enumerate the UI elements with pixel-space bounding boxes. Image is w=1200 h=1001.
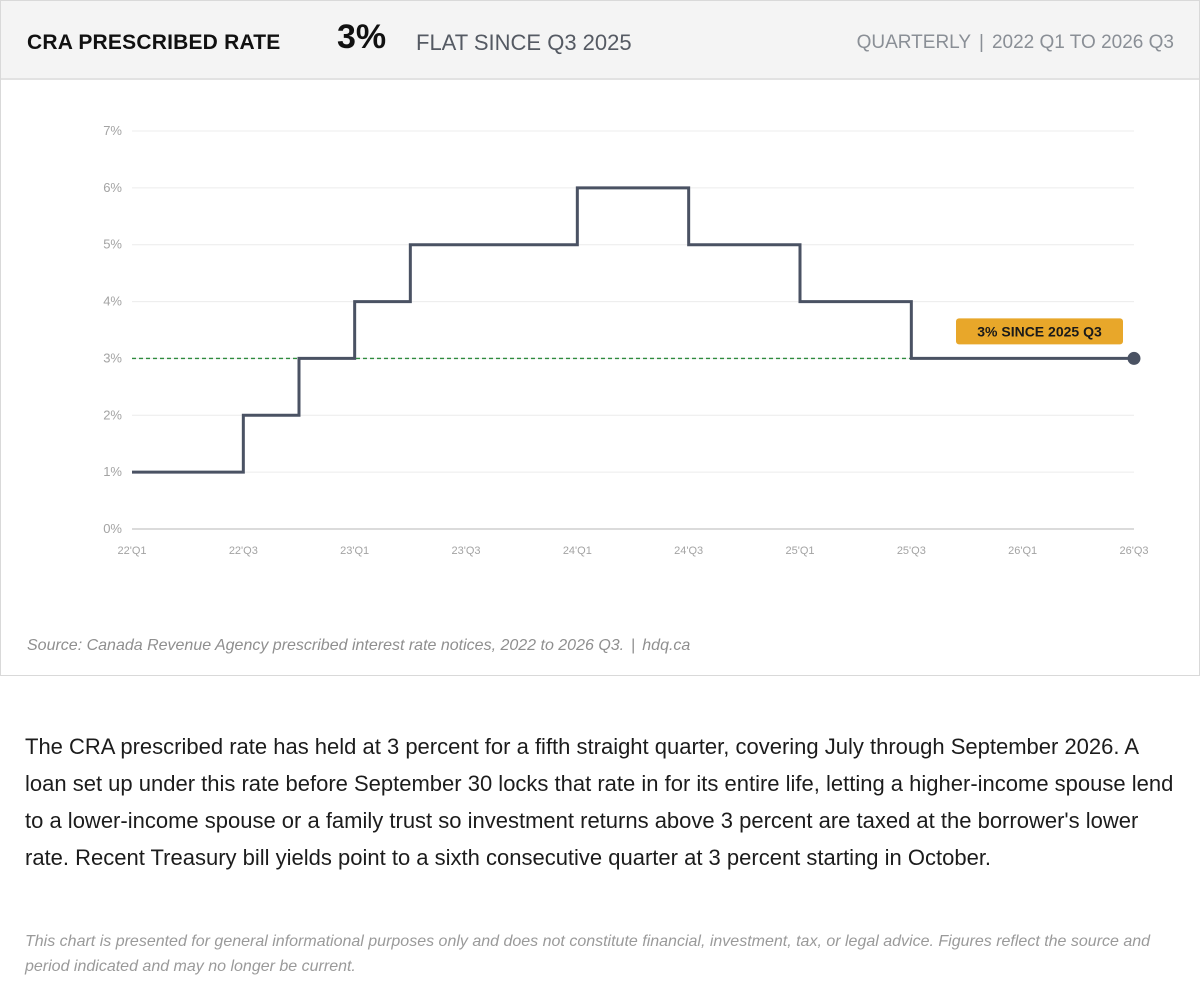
- period-info: QUARTERLY | 2022 Q1 TO 2026 Q3: [857, 32, 1174, 54]
- annotation-badge: 3% SINCE 2025 Q3: [956, 318, 1123, 345]
- x-axis-ticks: 22'Q1 22'Q3 23'Q1 23'Q3 24'Q1 24'Q3 25'Q1 25'Q3…: [117, 545, 1148, 557]
- chart-card: CRA PRESCRIBED RATE 3% FLAT SINCE Q3 202…: [0, 0, 1200, 676]
- y-tick-label: 0%: [103, 521, 122, 536]
- annotation-badge-bg: [956, 318, 1123, 345]
- chart-title: CRA PRESCRIBED RATE: [27, 31, 281, 54]
- x-tick-label: 22'Q3: [229, 545, 258, 557]
- y-tick-label: 7%: [103, 123, 122, 138]
- article-paragraph: The CRA prescribed rate has held at 3 pe…: [25, 734, 1174, 870]
- frequency-label: QUARTERLY: [856, 32, 972, 53]
- x-tick-label: 23'Q3: [451, 545, 480, 557]
- latest-point-marker: [1127, 351, 1141, 365]
- x-tick-label: 26'Q3: [1119, 545, 1148, 557]
- y-tick-label: 5%: [103, 237, 122, 252]
- source-separator: |: [631, 637, 636, 654]
- x-tick-label: 22'Q1: [117, 545, 146, 557]
- y-tick-label: 1%: [103, 464, 122, 479]
- source-site: hdq.ca: [642, 637, 691, 654]
- annotation-label: 3% SINCE 2025 Q3: [977, 323, 1102, 339]
- y-tick-label: 3%: [103, 350, 122, 365]
- x-tick-label: 25'Q3: [897, 545, 926, 557]
- y-tick-label: 4%: [103, 294, 122, 309]
- x-tick-label: 26'Q1: [1008, 545, 1037, 557]
- disclaimer: This chart is presented for general info…: [25, 933, 1151, 975]
- x-tick-label: 24'Q3: [674, 545, 703, 557]
- y-tick-label: 6%: [103, 180, 122, 195]
- headline-value: 3%: [337, 18, 387, 56]
- chart-header: CRA PRESCRIBED RATE 3% FLAT SINCE Q3 202…: [1, 1, 1199, 80]
- y-axis-ticks: 0% 1% 2% 3% 4% 5% 6% 7%: [103, 123, 122, 536]
- range-label: 2022 Q1 TO 2026 Q3: [991, 32, 1174, 53]
- headline-subtitle: FLAT SINCE Q3 2025: [416, 30, 632, 55]
- x-tick-label: 25'Q1: [785, 545, 814, 557]
- x-tick-label: 24'Q1: [563, 545, 592, 557]
- rate-step-chart: 0% 1% 2% 3% 4% 5% 6% 7% 22'Q1 22'Q3 23'Q1 23'Q3 24'…: [103, 123, 1148, 557]
- source-note: Source: Canada Revenue Agency prescribed…: [27, 637, 690, 655]
- period-separator: |: [979, 32, 984, 53]
- x-tick-label: 23'Q1: [340, 545, 369, 557]
- rate-series-line: [132, 186, 1134, 474]
- y-tick-label: 2%: [103, 407, 122, 422]
- source-text: Source: Canada Revenue Agency prescribed…: [27, 637, 625, 654]
